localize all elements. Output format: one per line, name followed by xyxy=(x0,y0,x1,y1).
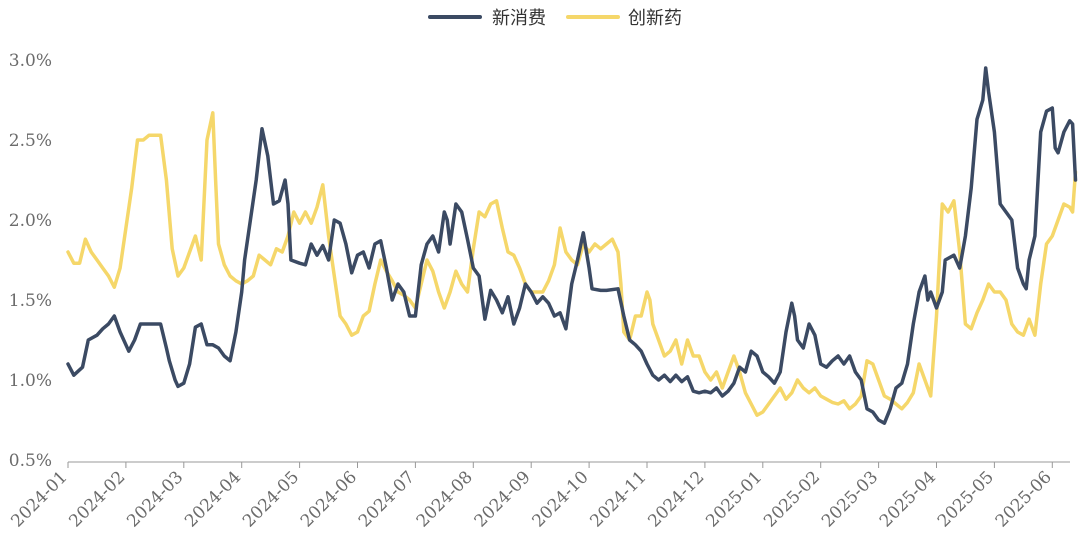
x-tick-label: 2024-12 xyxy=(644,467,708,531)
x-tick-label: 2024-11 xyxy=(586,467,650,531)
y-tick-label: 0.5% xyxy=(9,451,52,471)
x-tick-label: 2024-03 xyxy=(123,467,187,531)
x-tick-label: 2024-10 xyxy=(529,467,593,531)
legend-label-2: 创新药 xyxy=(628,8,682,29)
y-tick-label: 2.0% xyxy=(9,211,52,231)
x-tick-label: 2025-05 xyxy=(934,467,998,531)
x-tick-label: 2025-06 xyxy=(992,467,1056,531)
x-tick-label: 2025-02 xyxy=(760,467,824,531)
y-tick-label: 3.0% xyxy=(9,51,52,71)
x-tick-label: 2024-01 xyxy=(7,467,71,531)
y-tick-label: 1.5% xyxy=(9,291,52,311)
x-tick-label: 2024-07 xyxy=(355,467,419,531)
x-tick-label: 2025-01 xyxy=(702,467,766,531)
x-tick-label: 2024-06 xyxy=(297,467,361,531)
x-axis: 2024-012024-022024-032024-042024-052024-… xyxy=(7,461,1070,531)
series-layer xyxy=(66,66,1078,425)
y-tick-label: 2.5% xyxy=(9,131,52,151)
y-axis: 0.5% 1.0% 1.5% 2.0% 2.5% 3.0% xyxy=(9,51,52,471)
x-tick-label: 2024-05 xyxy=(239,467,303,531)
x-tick-label: 2024-04 xyxy=(181,467,245,531)
x-tick-label: 2025-03 xyxy=(818,467,882,531)
x-tick-label: 2025-04 xyxy=(876,467,940,531)
x-tick-label: 2024-09 xyxy=(471,467,535,531)
legend: 新消费 创新药 xyxy=(428,8,682,29)
series-line-1 xyxy=(66,66,1078,425)
legend-label-1: 新消费 xyxy=(492,8,546,29)
y-tick-label: 1.0% xyxy=(9,371,52,391)
x-tick-label: 2024-02 xyxy=(65,467,129,531)
x-tick-label: 2024-08 xyxy=(413,467,477,531)
series-line-2 xyxy=(66,111,1078,417)
